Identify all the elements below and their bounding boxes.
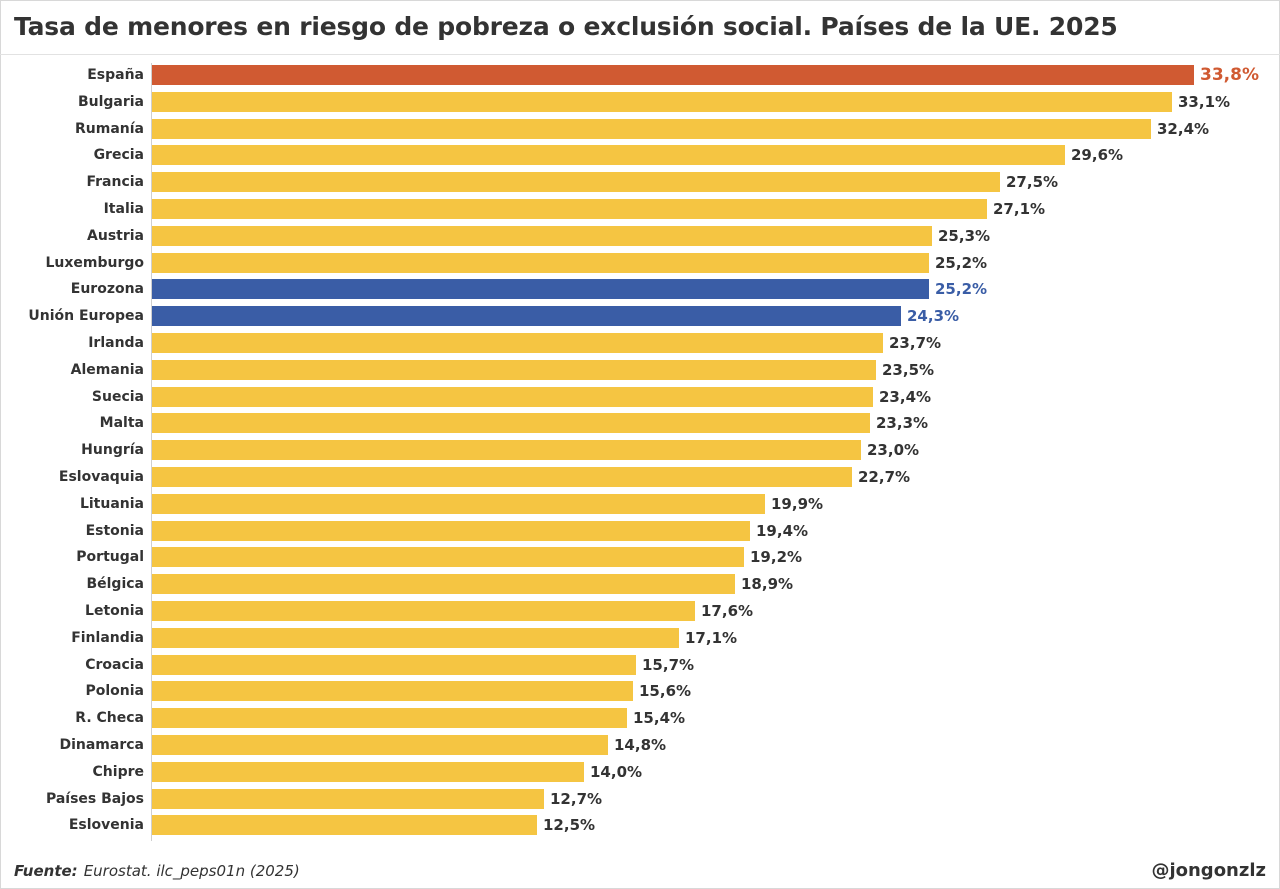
bar xyxy=(152,92,1172,112)
bar xyxy=(152,253,929,273)
category-label: Rumanía xyxy=(75,121,144,137)
bar xyxy=(152,628,679,648)
category-label: Malta xyxy=(99,415,144,431)
value-label: 23,0% xyxy=(867,441,920,459)
category-label: Eurozona xyxy=(70,281,144,297)
category-label: Irlanda xyxy=(88,335,144,351)
value-label: 24,3% xyxy=(907,307,960,325)
bar xyxy=(152,467,852,487)
bar xyxy=(152,601,695,621)
value-label: 23,3% xyxy=(876,414,929,432)
value-label: 25,2% xyxy=(935,254,988,272)
category-label: Letonia xyxy=(85,603,144,619)
value-label: 19,2% xyxy=(750,548,803,566)
chart-title: Tasa de menores en riesgo de pobreza o e… xyxy=(14,12,1118,41)
bar xyxy=(152,172,1000,192)
value-label: 22,7% xyxy=(858,468,911,486)
bar xyxy=(152,655,636,675)
source-text: Eurostat. ilc_peps01n (2025) xyxy=(83,862,300,880)
value-label: 33,1% xyxy=(1178,93,1231,111)
bar xyxy=(152,199,987,219)
value-label: 33,8% xyxy=(1200,65,1259,85)
value-label: 14,8% xyxy=(614,736,667,754)
category-label: Austria xyxy=(87,228,144,244)
value-label: 27,5% xyxy=(1006,173,1059,191)
source-label: Fuente: xyxy=(14,862,78,880)
value-label: 14,0% xyxy=(590,763,643,781)
bar xyxy=(152,574,735,594)
category-label: Bélgica xyxy=(86,576,144,592)
category-label: Países Bajos xyxy=(45,791,144,807)
bar xyxy=(152,440,861,460)
value-label: 17,6% xyxy=(701,602,754,620)
bar xyxy=(152,360,876,380)
value-label: 12,7% xyxy=(550,790,603,808)
bar xyxy=(152,815,537,835)
author-handle: @jongonzlz xyxy=(1151,860,1266,881)
value-label: 25,3% xyxy=(938,227,991,245)
category-label: Eslovaquia xyxy=(58,469,144,485)
category-label: Croacia xyxy=(85,657,144,673)
value-label: 18,9% xyxy=(741,575,794,593)
category-label: Hungría xyxy=(81,442,144,458)
title-divider xyxy=(0,54,1280,55)
value-label: 23,5% xyxy=(882,361,935,379)
bar xyxy=(152,762,584,782)
category-label: Francia xyxy=(86,174,144,190)
category-axis-line xyxy=(151,63,152,841)
bar xyxy=(152,708,627,728)
source-note: Fuente: Eurostat. ilc_peps01n (2025) xyxy=(14,862,300,880)
value-label: 27,1% xyxy=(993,200,1046,218)
category-label: Lituania xyxy=(79,496,144,512)
bar xyxy=(152,65,1194,85)
category-label: Eslovenia xyxy=(68,817,144,833)
category-label: Estonia xyxy=(85,523,144,539)
bar xyxy=(152,413,870,433)
bar xyxy=(152,735,608,755)
bar xyxy=(152,226,932,246)
category-label: España xyxy=(87,67,144,83)
value-label: 15,4% xyxy=(633,709,686,727)
category-label: Italia xyxy=(103,201,144,217)
value-label: 12,5% xyxy=(543,816,596,834)
value-label: 25,2% xyxy=(935,280,988,298)
value-label: 15,6% xyxy=(639,682,692,700)
bar xyxy=(152,333,883,353)
bar xyxy=(152,789,544,809)
value-label: 19,9% xyxy=(771,495,824,513)
bar-chart: España 33,8% Bulgaria 33,1% Rumanía 32,4% Grec… xyxy=(28,65,1259,835)
bar xyxy=(152,279,929,299)
category-label: Polonia xyxy=(85,683,144,699)
category-label: Chipre xyxy=(92,764,144,780)
value-label: 19,4% xyxy=(756,522,809,540)
category-label: Unión Europea xyxy=(28,308,144,324)
category-label: Alemania xyxy=(70,362,144,378)
category-label: Bulgaria xyxy=(77,94,144,110)
value-label: 15,7% xyxy=(642,656,695,674)
bar xyxy=(152,145,1065,165)
bar xyxy=(152,387,873,407)
category-label: Suecia xyxy=(91,389,144,405)
bar xyxy=(152,306,901,326)
value-label: 32,4% xyxy=(1157,120,1210,138)
category-label: Portugal xyxy=(76,549,144,565)
bar xyxy=(152,119,1151,139)
bar xyxy=(152,494,765,514)
category-label: Dinamarca xyxy=(59,737,144,753)
category-label: R. Checa xyxy=(75,710,144,726)
value-label: 29,6% xyxy=(1071,146,1124,164)
bar xyxy=(152,547,744,567)
value-label: 23,4% xyxy=(879,388,932,406)
bar xyxy=(152,521,750,541)
category-label: Finlandia xyxy=(71,630,144,646)
category-label: Grecia xyxy=(93,147,144,163)
value-label: 17,1% xyxy=(685,629,738,647)
value-label: 23,7% xyxy=(889,334,942,352)
category-label: Luxemburgo xyxy=(45,255,144,271)
bar xyxy=(152,681,633,701)
